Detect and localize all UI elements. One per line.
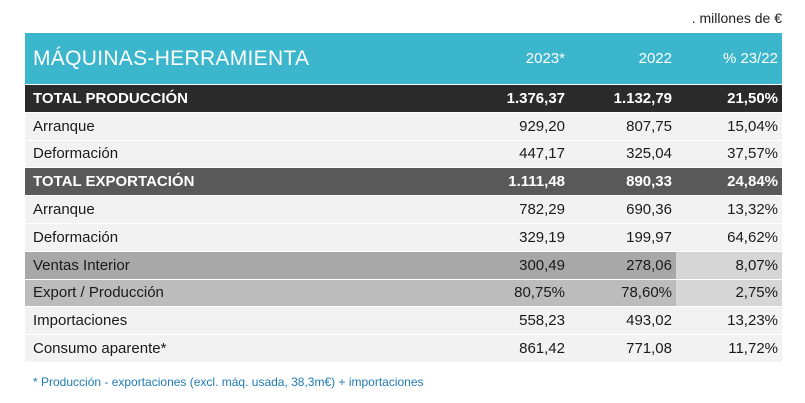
- cell-2023: 1.111,48: [508, 173, 565, 191]
- cell-pct: 21,50%: [727, 89, 778, 107]
- cell-pct: 2,75%: [735, 284, 778, 302]
- cell-2022: 890,33: [626, 173, 672, 191]
- table-row: Importaciones 558,23 493,02 13,23%: [25, 307, 782, 336]
- row-label: Arranque: [33, 201, 95, 219]
- table-title: MÁQUINAS-HERRAMIENTA: [33, 46, 310, 70]
- row-label: Deformación: [33, 145, 119, 163]
- cell-2022: 78,60%: [621, 284, 672, 302]
- cell-2022: 493,02: [626, 312, 672, 330]
- row-label: Export / Producción: [33, 284, 164, 302]
- table-row: Arranque 929,20 807,75 15,04%: [25, 112, 782, 141]
- cell-pct: 64,62%: [727, 228, 778, 246]
- table-row-total-export: TOTAL EXPORTACIÓN 1.111,48 890,33 24,84%: [25, 168, 782, 197]
- cell-2023: 558,23: [519, 312, 565, 330]
- cell-2022: 278,06: [626, 256, 672, 274]
- machine-tools-table: MÁQUINAS-HERRAMIENTA 2023* 2022 % 23/22 …: [25, 33, 782, 363]
- cell-2022: 690,36: [626, 201, 672, 219]
- cell-pct: 8,07%: [735, 256, 778, 274]
- row-label: Arranque: [33, 117, 95, 135]
- cell-2022: 1.132,79: [613, 89, 672, 107]
- row-label: TOTAL PRODUCCIÓN: [33, 89, 189, 107]
- row-label: Ventas Interior: [33, 256, 130, 274]
- cell-2022: 199,97: [626, 228, 672, 246]
- row-label: TOTAL EXPORTACIÓN: [33, 173, 195, 191]
- cell-pct: 11,72%: [728, 340, 778, 358]
- cell-2023: 1.376,37: [506, 89, 565, 107]
- cell-2023: 861,42: [519, 340, 565, 358]
- cell-2022: 325,04: [626, 145, 672, 163]
- cell-pct: 13,23%: [727, 312, 778, 330]
- cell-2023: 300,49: [519, 256, 565, 274]
- row-label: Importaciones: [33, 312, 128, 330]
- cell-2022: 807,75: [626, 117, 672, 135]
- table-row: Deformación 329,19 199,97 64,62%: [25, 223, 782, 252]
- table-row: Arranque 782,29 690,36 13,32%: [25, 196, 782, 224]
- table-header: MÁQUINAS-HERRAMIENTA 2023* 2022 % 23/22: [25, 33, 782, 85]
- column-header-pct: % 23/22: [722, 50, 778, 67]
- cell-2023: 929,20: [519, 117, 565, 135]
- column-header-2022: 2022: [638, 50, 672, 67]
- cell-pct: 37,57%: [727, 145, 778, 163]
- table-row: Deformación 447,17 325,04 37,57%: [25, 140, 782, 169]
- cell-pct: 13,32%: [727, 201, 778, 219]
- table-row-export-ratio: Export / Producción 80,75% 78,60% 2,75%: [25, 279, 782, 308]
- cell-2023: 447,17: [519, 145, 565, 163]
- row-label: Consumo aparente*: [33, 340, 167, 358]
- table-row-domestic-sales: Ventas Interior 300,49 278,06 8,07%: [25, 251, 782, 280]
- table-row-total-production: TOTAL PRODUCCIÓN 1.376,37 1.132,79 21,50…: [25, 85, 782, 113]
- cell-pct: 15,04%: [727, 117, 778, 135]
- units-note: . millones de €: [691, 10, 782, 26]
- cell-2023: 80,75%: [514, 284, 565, 302]
- table-row: Consumo aparente* 861,42 771,08 11,72%: [25, 335, 782, 363]
- cell-pct: 24,84%: [727, 173, 778, 191]
- column-header-2023: 2023*: [525, 50, 565, 67]
- cell-2023: 329,19: [519, 228, 565, 246]
- footnote: * Producción - exportaciones (excl. máq.…: [33, 375, 424, 389]
- row-label: Deformación: [33, 228, 119, 246]
- cell-2022: 771,08: [626, 340, 672, 358]
- cell-2023: 782,29: [519, 201, 565, 219]
